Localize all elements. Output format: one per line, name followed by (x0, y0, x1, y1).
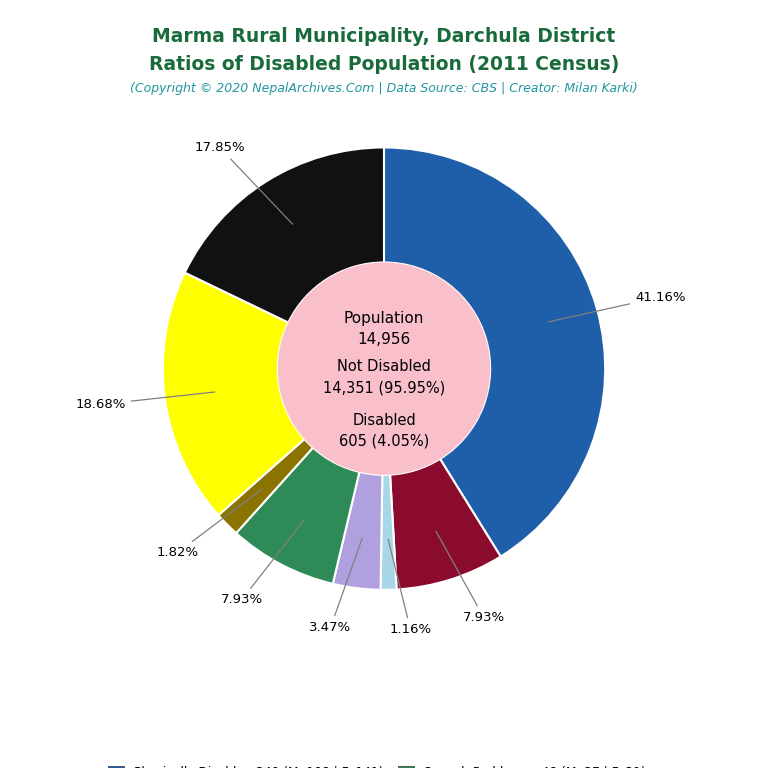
Text: Disabled
605 (4.05%): Disabled 605 (4.05%) (339, 412, 429, 449)
Text: 17.85%: 17.85% (194, 141, 293, 224)
Wedge shape (390, 458, 501, 590)
Text: Not Disabled
14,351 (95.95%): Not Disabled 14,351 (95.95%) (323, 359, 445, 396)
Text: 1.16%: 1.16% (388, 539, 432, 636)
Circle shape (278, 263, 490, 475)
Legend: Physically Disable - 249 (M: 108 | F: 141), Blind Only - 108 (M: 56 | F: 52), De: Physically Disable - 249 (M: 108 | F: 14… (108, 766, 660, 768)
Text: Marma Rural Municipality, Darchula District: Marma Rural Municipality, Darchula Distr… (152, 27, 616, 46)
Wedge shape (218, 439, 313, 533)
Text: 1.82%: 1.82% (157, 488, 263, 559)
Text: Population
14,956: Population 14,956 (344, 311, 424, 347)
Text: 7.93%: 7.93% (220, 520, 304, 606)
Wedge shape (163, 273, 304, 515)
Text: 41.16%: 41.16% (548, 290, 686, 322)
Wedge shape (384, 147, 605, 557)
Text: 18.68%: 18.68% (75, 392, 215, 411)
Wedge shape (236, 448, 359, 584)
Wedge shape (333, 472, 382, 590)
Text: Ratios of Disabled Population (2011 Census): Ratios of Disabled Population (2011 Cens… (149, 55, 619, 74)
Text: 3.47%: 3.47% (310, 538, 362, 634)
Text: 7.93%: 7.93% (436, 531, 505, 624)
Wedge shape (185, 147, 384, 323)
Wedge shape (381, 475, 396, 590)
Text: (Copyright © 2020 NepalArchives.Com | Data Source: CBS | Creator: Milan Karki): (Copyright © 2020 NepalArchives.Com | Da… (130, 82, 638, 95)
